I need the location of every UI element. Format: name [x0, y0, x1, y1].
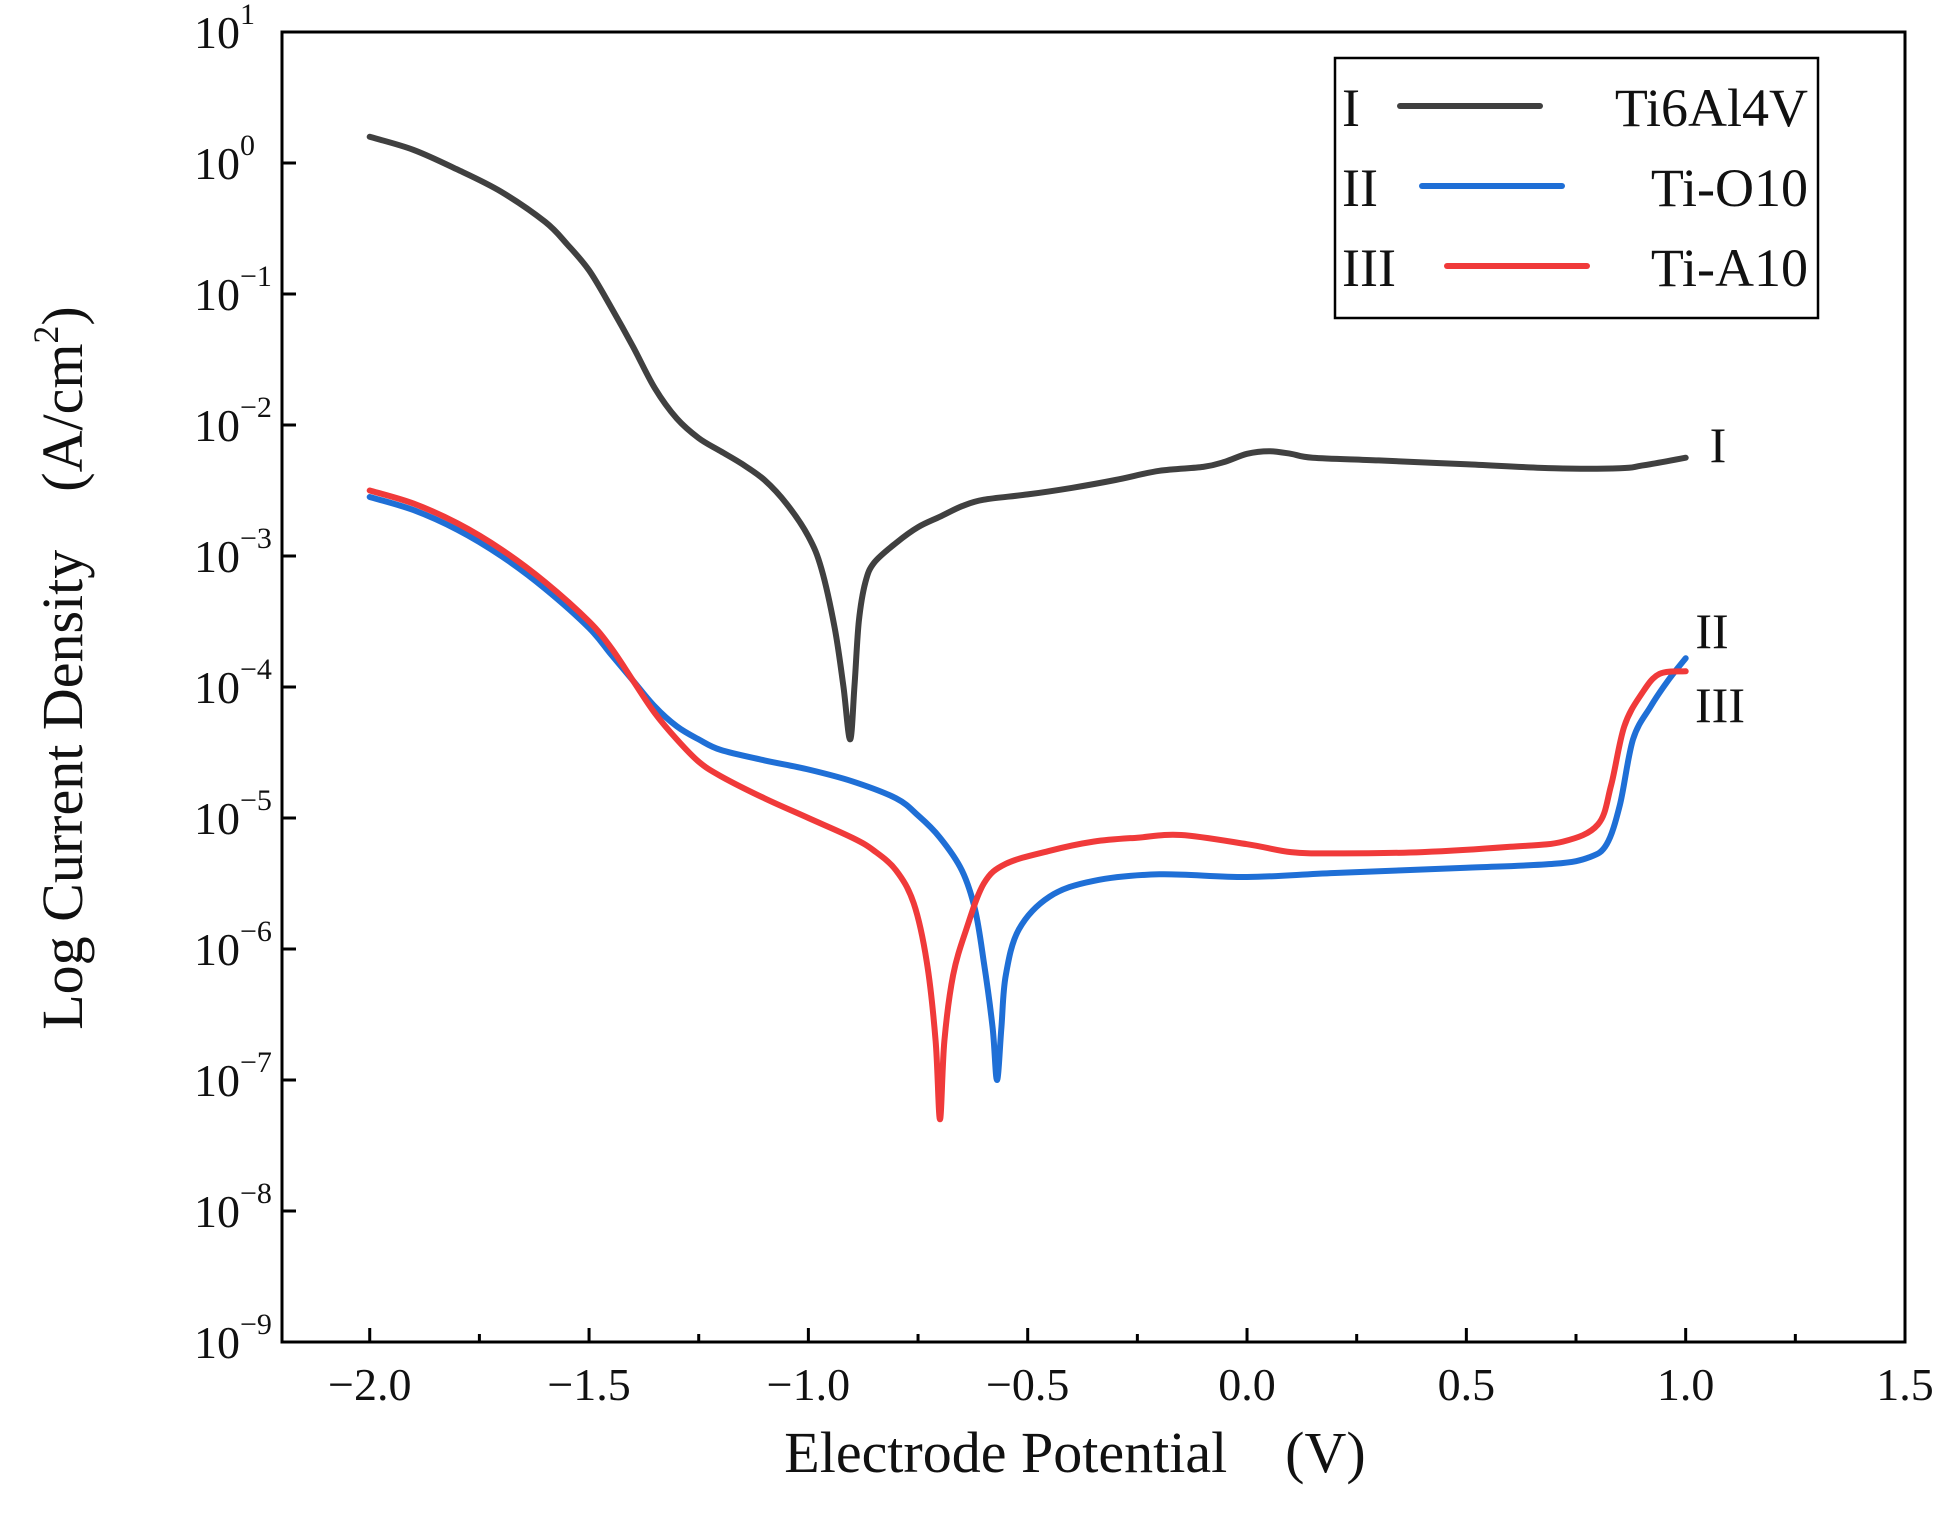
series-line-III: [366, 487, 1689, 1123]
x-axis: −2.0 −1.5 −1.0 −0.5 0.0 0.5 1.0 1.5: [328, 1328, 1934, 1410]
x-tick-label: −1.5: [547, 1359, 630, 1410]
y-axis-title-close: ): [30, 306, 95, 325]
legend-box: [1333, 56, 1820, 320]
y-axis-title: Log Current Density (A/cm2): [26, 306, 95, 1030]
y-axis-title-group: Log Current Density (A/cm2): [26, 306, 95, 1030]
y-tick-exponent: −5: [240, 784, 272, 817]
curve-label-I: I: [1710, 417, 1727, 473]
y-tick-label: 10: [194, 138, 240, 189]
y-tick-exponent: −7: [240, 1046, 272, 1079]
y-tick-exponent: −2: [240, 391, 272, 424]
y-tick-exponent: −1: [240, 260, 272, 293]
curve-label-III: III: [1695, 677, 1745, 733]
y-axis-title-superscript: 2: [26, 326, 66, 344]
x-tick-label: −2.0: [328, 1359, 411, 1410]
y-tick-label: 10: [194, 400, 240, 451]
legend-roman-I: I: [1342, 78, 1360, 138]
y-tick-label: 10: [194, 269, 240, 320]
curves-group: [366, 133, 1689, 1123]
series-line-I: [366, 133, 1689, 743]
legend-label-III: Ti-A10: [1651, 238, 1808, 298]
y-tick-exponent: 1: [240, 0, 255, 31]
y-tick-label: 10: [194, 1186, 240, 1237]
x-axis-title: Electrode Potential (V): [784, 1420, 1365, 1485]
y-tick-label: 10: [194, 1317, 240, 1368]
x-tick-label: 1.0: [1657, 1359, 1715, 1410]
legend-roman-II: II: [1342, 158, 1378, 218]
x-tick-label: −0.5: [986, 1359, 1069, 1410]
x-tick-label: 0.5: [1438, 1359, 1496, 1410]
curve-label-II: II: [1695, 603, 1728, 659]
x-tick-label: 1.5: [1876, 1359, 1934, 1410]
y-tick-label: 10: [194, 924, 240, 975]
y-tick-label: 10: [194, 1055, 240, 1106]
y-tick-exponent: −3: [240, 522, 272, 555]
y-axis-title-main: Log Current Density (A/cm: [30, 344, 95, 1030]
y-tick-exponent: 0: [240, 129, 255, 162]
x-tick-label: −1.0: [767, 1359, 850, 1410]
y-tick-label: 10: [194, 531, 240, 582]
legend-label-I: Ti6Al4V: [1615, 78, 1808, 138]
legend-label-II: Ti-O10: [1651, 158, 1808, 218]
y-tick-label: 10: [194, 793, 240, 844]
x-tick-label: 0.0: [1218, 1359, 1276, 1410]
legend-roman-III: III: [1342, 238, 1396, 298]
y-tick-exponent: −6: [240, 915, 272, 948]
y-tick-label: 10: [194, 7, 240, 58]
y-tick-label: 10: [194, 662, 240, 713]
y-tick-exponent: −4: [240, 653, 272, 686]
legend: I Ti6Al4V II Ti-O10 III Ti-A10: [1333, 56, 1820, 320]
y-tick-exponent: −8: [240, 1177, 272, 1210]
y-tick-exponent: −9: [240, 1308, 272, 1341]
